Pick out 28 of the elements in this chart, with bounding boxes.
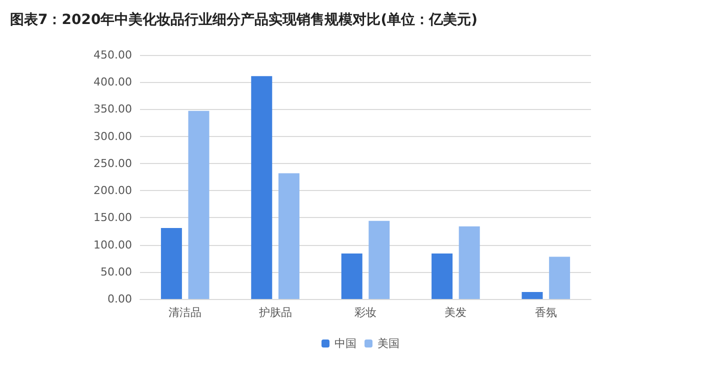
x-tick-label: 美发 [444, 306, 467, 319]
bar [549, 256, 570, 299]
x-tick-label: 护肤品 [258, 306, 292, 319]
y-tick-label: 150.00 [94, 211, 132, 224]
bar [278, 173, 300, 299]
x-tick-label: 清洁品 [168, 306, 202, 319]
y-tick-label: 250.00 [94, 156, 132, 170]
y-tick-label: 200.00 [94, 184, 132, 198]
y-tick-label: 300.00 [94, 130, 132, 143]
y-tick-label: 350.00 [94, 102, 132, 116]
bar [251, 76, 272, 299]
bar [341, 253, 362, 299]
legend-label: 美国 [378, 337, 400, 350]
legend-label: 中国 [334, 337, 356, 350]
bar [458, 226, 480, 299]
y-tick-label: 50.00 [100, 265, 132, 278]
y-tick-label: 400.00 [94, 76, 132, 89]
bar [522, 292, 543, 299]
y-tick-label: 0.00 [108, 292, 132, 306]
bar [368, 220, 390, 299]
x-tick-label: 彩妆 [354, 306, 376, 319]
chart-title: 图表7：2020年中美化妆品行业细分产品实现销售规模对比(单位：亿美元) [10, 11, 478, 28]
x-tick-label: 香氛 [534, 306, 557, 319]
bar [432, 253, 453, 299]
y-tick-label: 100.00 [94, 238, 132, 252]
bar [160, 228, 182, 299]
y-tick-label: 450.00 [94, 48, 132, 62]
bar [188, 110, 210, 299]
